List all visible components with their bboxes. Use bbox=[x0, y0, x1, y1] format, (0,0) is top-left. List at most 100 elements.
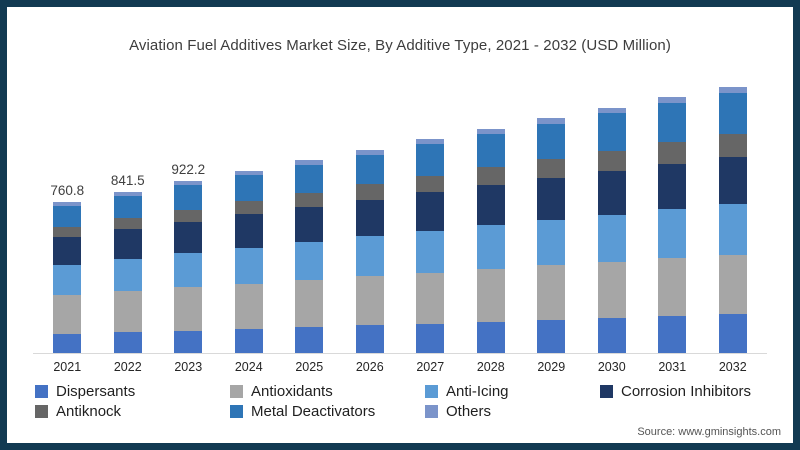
year-label-2027: 2027 bbox=[416, 360, 445, 374]
segment-metal-deactivators bbox=[53, 206, 82, 227]
segment-others bbox=[416, 139, 445, 145]
segment-antiknock bbox=[658, 142, 687, 164]
segment-antioxidants bbox=[113, 291, 142, 333]
year-label-2031: 2031 bbox=[658, 360, 687, 374]
year-label-2028: 2028 bbox=[476, 360, 505, 374]
legend-swatch-icon bbox=[600, 385, 613, 398]
bar-column-2024 bbox=[219, 62, 280, 354]
segment-antioxidants bbox=[53, 295, 82, 334]
segment-antioxidants bbox=[658, 258, 687, 316]
segment-antioxidants bbox=[476, 268, 505, 322]
segment-corrosion-inhibitors bbox=[295, 207, 324, 243]
segment-anti-icing bbox=[355, 236, 384, 277]
segment-antiknock bbox=[53, 227, 82, 238]
legend-swatch-icon bbox=[425, 405, 438, 418]
segment-anti-icing bbox=[174, 253, 203, 288]
legend-swatch-icon bbox=[35, 405, 48, 418]
legend-label: Antiknock bbox=[56, 403, 122, 420]
year-label-2029: 2029 bbox=[537, 360, 566, 374]
year-label-2021: 2021 bbox=[53, 360, 82, 374]
segment-corrosion-inhibitors bbox=[476, 185, 505, 226]
segment-anti-icing bbox=[113, 259, 142, 292]
stacked-bar-2032 bbox=[718, 86, 747, 354]
legend-label: Dispersants bbox=[56, 383, 136, 400]
segment-metal-deactivators bbox=[113, 195, 142, 219]
segment-antioxidants bbox=[174, 287, 203, 331]
legend-item-dispersants: Dispersants bbox=[35, 383, 230, 400]
total-label-2022: 841.5 bbox=[110, 172, 145, 188]
segment-metal-deactivators bbox=[295, 164, 324, 193]
legend-label: Metal Deactivators bbox=[251, 403, 376, 420]
segment-antioxidants bbox=[355, 276, 384, 326]
segment-dispersants bbox=[234, 328, 263, 354]
year-label-2026: 2026 bbox=[355, 360, 384, 374]
segment-others bbox=[597, 107, 626, 114]
segment-others bbox=[174, 181, 203, 186]
segment-dispersants bbox=[718, 313, 747, 354]
segment-antiknock bbox=[234, 201, 263, 215]
segment-antiknock bbox=[174, 209, 203, 222]
segment-corrosion-inhibitors bbox=[416, 192, 445, 231]
legend-item-antiknock: Antiknock bbox=[35, 403, 230, 420]
bar-column-2030 bbox=[582, 62, 643, 354]
segment-antiknock bbox=[416, 175, 445, 193]
segment-anti-icing bbox=[597, 214, 626, 262]
stacked-bar-2028 bbox=[476, 128, 505, 354]
legend-label: Others bbox=[446, 403, 492, 420]
legend-swatch-icon bbox=[230, 405, 243, 418]
segment-corrosion-inhibitors bbox=[355, 199, 384, 237]
year-label-2032: 2032 bbox=[718, 360, 747, 374]
stacked-bar-2023 bbox=[174, 181, 203, 354]
segment-metal-deactivators bbox=[476, 133, 505, 168]
segment-dispersants bbox=[658, 315, 687, 354]
legend-item-anti-icing: Anti-Icing bbox=[425, 383, 600, 400]
segment-dispersants bbox=[53, 333, 82, 354]
segment-corrosion-inhibitors bbox=[537, 177, 566, 220]
legend-swatch-icon bbox=[35, 385, 48, 398]
segment-others bbox=[113, 191, 142, 196]
stacked-bar-2031 bbox=[658, 97, 687, 354]
x-axis-line bbox=[33, 353, 767, 354]
legend-label: Antioxidants bbox=[251, 383, 333, 400]
segment-anti-icing bbox=[476, 225, 505, 269]
segment-anti-icing bbox=[234, 247, 263, 284]
segment-corrosion-inhibitors bbox=[597, 170, 626, 215]
bar-column-2026 bbox=[340, 62, 401, 354]
segment-others bbox=[234, 170, 263, 176]
segment-anti-icing bbox=[658, 209, 687, 259]
year-label-2022: 2022 bbox=[113, 360, 142, 374]
segment-metal-deactivators bbox=[234, 175, 263, 202]
segment-metal-deactivators bbox=[355, 154, 384, 185]
bar-column-2023: 922.2 bbox=[158, 62, 219, 354]
segment-metal-deactivators bbox=[174, 185, 203, 210]
segment-anti-icing bbox=[416, 230, 445, 273]
segment-dispersants bbox=[537, 319, 566, 354]
total-label-2021: 760.8 bbox=[50, 183, 85, 199]
legend-label: Anti-Icing bbox=[446, 383, 509, 400]
segment-corrosion-inhibitors bbox=[113, 229, 142, 260]
stacked-bar-2021 bbox=[53, 202, 82, 354]
segment-others bbox=[355, 149, 384, 155]
stacked-bar-2024 bbox=[234, 170, 263, 354]
bar-column-2027 bbox=[400, 62, 461, 354]
segment-anti-icing bbox=[537, 219, 566, 266]
segment-antioxidants bbox=[295, 280, 324, 328]
segment-corrosion-inhibitors bbox=[658, 163, 687, 210]
segment-antioxidants bbox=[234, 283, 263, 329]
segment-others bbox=[53, 202, 82, 207]
segment-antiknock bbox=[597, 150, 626, 171]
legend-swatch-icon bbox=[230, 385, 243, 398]
segment-metal-deactivators bbox=[718, 92, 747, 134]
segment-metal-deactivators bbox=[597, 113, 626, 151]
source-text: Source: www.gminsights.com bbox=[637, 426, 781, 438]
segment-corrosion-inhibitors bbox=[234, 214, 263, 248]
segment-antiknock bbox=[113, 218, 142, 230]
bars-row: 760.8 841.5 922.2 bbox=[37, 62, 763, 355]
segment-others bbox=[476, 128, 505, 134]
chart-title: Aviation Fuel Additives Market Size, By … bbox=[129, 37, 671, 54]
segment-others bbox=[295, 160, 324, 165]
segment-antioxidants bbox=[597, 261, 626, 318]
segment-corrosion-inhibitors bbox=[718, 156, 747, 204]
stacked-bar-2026 bbox=[355, 149, 384, 354]
